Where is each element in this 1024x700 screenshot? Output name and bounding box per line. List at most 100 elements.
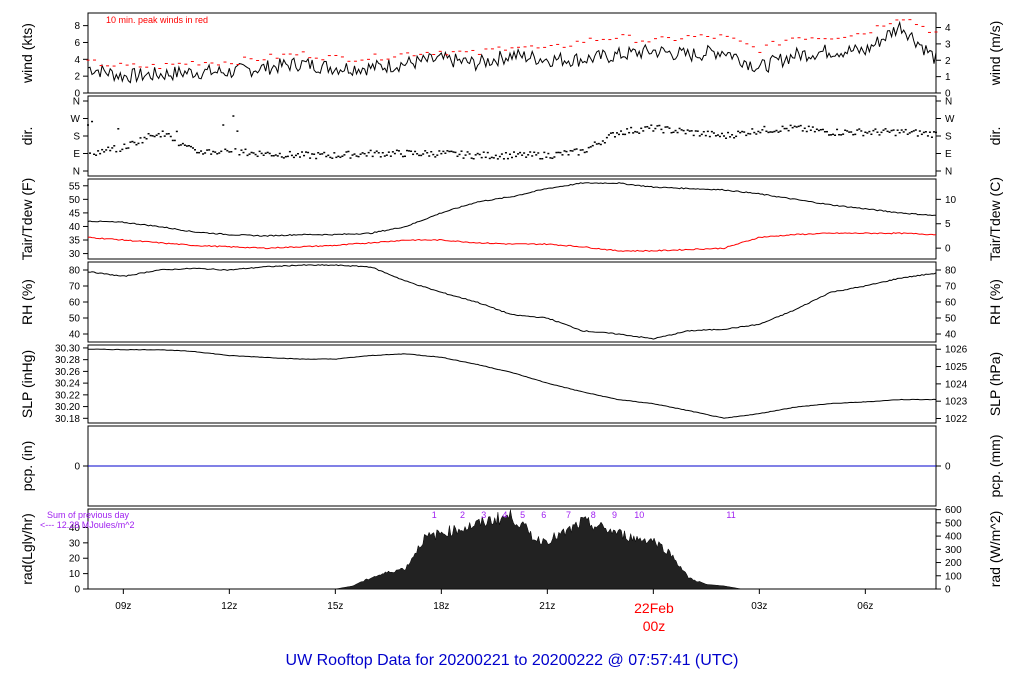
tick-label-right: 0 (945, 89, 951, 100)
annotation-peak-winds: 10 min. peak winds in red (106, 15, 208, 25)
solar-hour-label: 1 (432, 510, 437, 520)
y-axis-label-left: rad(Lgly/hr) (19, 513, 35, 585)
tick-label-right: W (945, 114, 955, 125)
series-line-Tair (87, 182, 937, 237)
solar-hour-label: 6 (541, 510, 546, 520)
x-tick-label: 18z (433, 601, 449, 612)
tick-label-right: 4 (945, 23, 951, 34)
tick-label-left: S (73, 132, 80, 143)
tick-label-right: 1023 (945, 397, 968, 408)
tick-label-left: W (71, 114, 81, 125)
x-tick-label: 06z (857, 601, 873, 612)
panel-frame (87, 95, 937, 177)
series-line-slp (88, 348, 937, 419)
tick-label-right: S (945, 132, 952, 143)
tick-label-right: 2 (945, 56, 951, 67)
tick-label-right: 60 (945, 298, 957, 309)
tick-label-right: 1 (945, 72, 951, 83)
tick-label-left: 30.22 (55, 390, 80, 401)
tick-label-right: N (945, 97, 952, 108)
y-axis-label-left: SLP (inHg) (19, 350, 35, 418)
tick-label-left: 2 (74, 72, 80, 83)
tick-label-right: 1022 (945, 414, 968, 425)
rad-sum-annotation-line2: <--- 12.28 MJoules/m^2 (40, 520, 135, 530)
tick-label-left: 50 (69, 195, 81, 206)
tick-label-left: 10 (69, 569, 81, 580)
tick-label-left: 30.24 (55, 379, 80, 390)
x-tick-label: 21z (539, 601, 555, 612)
tick-label-left: 30.18 (55, 414, 80, 425)
y-axis-label-left: RH (%) (19, 279, 35, 325)
tick-label-left: 30 (69, 249, 81, 260)
x-tick-label: 12z (221, 601, 237, 612)
panel-frame (87, 178, 937, 260)
solar-hour-label: 11 (726, 510, 735, 520)
tick-label-left: 30.26 (55, 367, 80, 378)
y-axis-label-right: wind (m/s) (987, 21, 1003, 87)
panel-wind: wind (kts) wind (m/s) 0 2 4 6 8 0 1 2 3 4 10 min. pe… (19, 12, 1003, 100)
tick-label-right: 80 (945, 266, 957, 277)
y-axis-label-right: pcp. (mm) (987, 435, 1003, 498)
panel-frame (87, 12, 937, 94)
solar-hour-label: 7 (566, 510, 571, 520)
tick-label-right: 0 (945, 462, 951, 473)
panel-temp: Tair/Tdew (F) Tair/Tdew (C) 30 35 40 45 50 55 0 5… (19, 177, 1003, 261)
panel-pcp: pcp. (in) pcp. (mm) 0 0 (19, 425, 1003, 507)
tick-label-left: 20 (69, 554, 81, 565)
y-axis-label-left: pcp. (in) (19, 441, 35, 492)
tick-label-left: N (73, 167, 80, 178)
tick-label-right: 400 (945, 532, 962, 543)
tick-label-right: 500 (945, 518, 962, 529)
tick-label-right: 5 (945, 219, 951, 230)
solar-hour-label: 5 (520, 510, 525, 520)
panel-slp: SLP (inHg) SLP (hPa)30.1830.2030.2230.243… (19, 343, 1003, 425)
tick-label-right: E (945, 149, 952, 160)
tick-label-left: 30.30 (55, 343, 80, 354)
panel-frame (87, 344, 937, 424)
tick-label-right: 1026 (945, 345, 968, 356)
tick-label-right: 0 (945, 244, 951, 255)
tick-label-left: 30.20 (55, 402, 80, 413)
date-label-day: 22Feb (634, 600, 674, 616)
chart-title: UW Rooftop Data for 20200221 to 20200222… (286, 652, 739, 669)
tick-label-right: 1024 (945, 379, 968, 390)
panel-rad: rad(Lgly/hr) rad (W/m^2)01020304001002003… (19, 505, 1003, 595)
x-tick-label: 09z (115, 601, 131, 612)
y-axis-label-left: dir. (19, 127, 35, 146)
y-axis-label-left: Tair/Tdew (F) (19, 178, 35, 260)
tick-label-left: 4 (74, 55, 80, 66)
tick-label-right: 300 (945, 545, 962, 556)
tick-label-left: 8 (74, 21, 80, 32)
tick-label-left: 0 (74, 462, 80, 473)
tick-label-left: 40 (69, 330, 81, 341)
tick-label-right: 50 (945, 314, 957, 325)
tick-label-right: 600 (945, 505, 962, 516)
radiation-area (335, 509, 742, 590)
tick-label-right: 0 (945, 585, 951, 596)
y-axis-label-right: dir. (987, 127, 1003, 146)
tick-label-right: 3 (945, 39, 951, 50)
tick-label-left: 6 (74, 38, 80, 49)
tick-label-left: 55 (69, 181, 81, 192)
series-line-wind (87, 20, 937, 84)
solar-hour-label: 10 (634, 510, 644, 520)
tick-label-left: 50 (69, 314, 81, 325)
tick-label-right: 200 (945, 558, 962, 569)
tick-label-left: 60 (69, 298, 81, 309)
solar-hour-label: 4 (502, 510, 507, 520)
tick-label-right: 100 (945, 571, 962, 582)
tick-label-left: E (73, 149, 80, 160)
x-axis: 09z 12z 15z 18z 21z 03z 06z (115, 589, 873, 612)
tick-label-left: 35 (69, 236, 81, 247)
tick-label-left: 30 (69, 538, 81, 549)
series-line-rh (87, 264, 937, 340)
tick-label-right: 10 (945, 195, 957, 206)
tick-label-right: 40 (945, 330, 957, 341)
date-label-hour: 00z (643, 618, 666, 634)
solar-hour-label: 2 (460, 510, 465, 520)
tick-label-left: 30.28 (55, 355, 80, 366)
x-tick-label: 15z (327, 601, 343, 612)
